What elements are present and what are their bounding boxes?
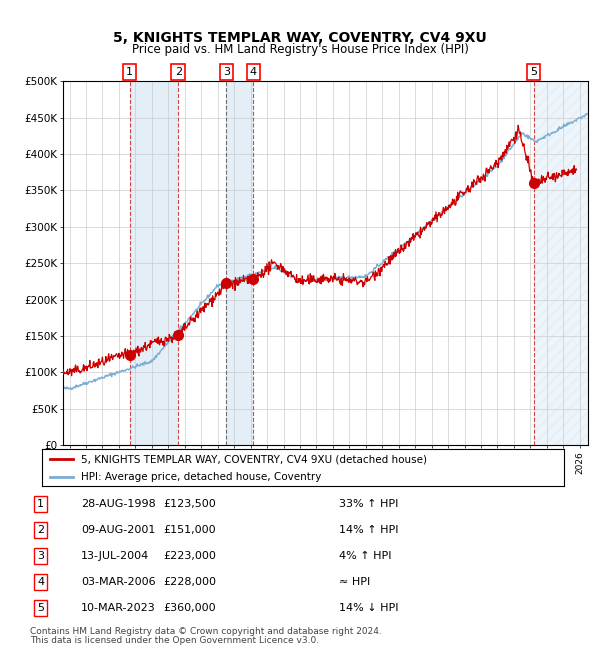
Text: 3: 3 xyxy=(223,67,230,77)
Text: 1: 1 xyxy=(37,499,44,509)
Text: £223,000: £223,000 xyxy=(163,551,216,561)
Text: 5, KNIGHTS TEMPLAR WAY, COVENTRY, CV4 9XU: 5, KNIGHTS TEMPLAR WAY, COVENTRY, CV4 9X… xyxy=(113,31,487,46)
Text: 4% ↑ HPI: 4% ↑ HPI xyxy=(339,551,391,561)
Text: ≈ HPI: ≈ HPI xyxy=(339,577,370,587)
Text: 10-MAR-2023: 10-MAR-2023 xyxy=(81,603,156,613)
Text: £360,000: £360,000 xyxy=(163,603,216,613)
Text: 14% ↓ HPI: 14% ↓ HPI xyxy=(339,603,398,613)
Text: 4: 4 xyxy=(250,67,257,77)
Text: 03-MAR-2006: 03-MAR-2006 xyxy=(81,577,155,587)
Text: 3: 3 xyxy=(37,551,44,561)
Text: 13-JUL-2004: 13-JUL-2004 xyxy=(81,551,149,561)
Text: 1: 1 xyxy=(126,67,133,77)
Text: 09-AUG-2001: 09-AUG-2001 xyxy=(81,525,155,535)
Text: HPI: Average price, detached house, Coventry: HPI: Average price, detached house, Cove… xyxy=(81,472,322,482)
Text: Price paid vs. HM Land Registry's House Price Index (HPI): Price paid vs. HM Land Registry's House … xyxy=(131,43,469,56)
Text: £151,000: £151,000 xyxy=(163,525,216,535)
Bar xyxy=(130,81,178,445)
Text: 2: 2 xyxy=(175,67,182,77)
Text: 28-AUG-1998: 28-AUG-1998 xyxy=(81,499,156,509)
Text: 5: 5 xyxy=(530,67,537,77)
Text: Contains HM Land Registry data © Crown copyright and database right 2024.: Contains HM Land Registry data © Crown c… xyxy=(30,627,382,636)
Text: This data is licensed under the Open Government Licence v3.0.: This data is licensed under the Open Gov… xyxy=(30,636,319,645)
Text: £228,000: £228,000 xyxy=(163,577,216,587)
Text: 14% ↑ HPI: 14% ↑ HPI xyxy=(339,525,398,535)
Text: 5, KNIGHTS TEMPLAR WAY, COVENTRY, CV4 9XU (detached house): 5, KNIGHTS TEMPLAR WAY, COVENTRY, CV4 9X… xyxy=(81,454,427,464)
Bar xyxy=(533,81,588,445)
Text: 4: 4 xyxy=(37,577,44,587)
Text: 33% ↑ HPI: 33% ↑ HPI xyxy=(339,499,398,509)
Bar xyxy=(226,81,253,445)
Text: £123,500: £123,500 xyxy=(163,499,216,509)
Text: 5: 5 xyxy=(37,603,44,613)
Text: 2: 2 xyxy=(37,525,44,535)
